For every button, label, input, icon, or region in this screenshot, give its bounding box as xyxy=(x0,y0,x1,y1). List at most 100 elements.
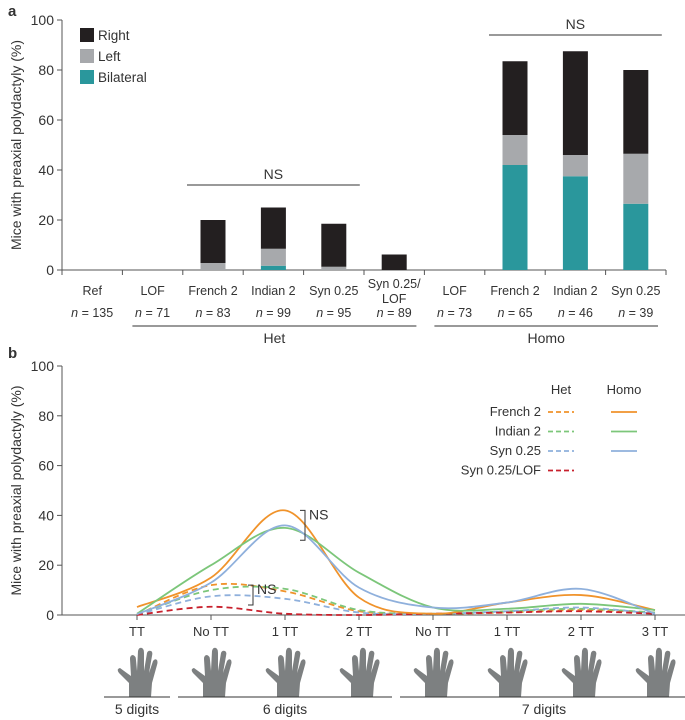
y-tick-label-b: 100 xyxy=(31,358,55,374)
n-label: n = 95 xyxy=(316,306,351,320)
x-tick-label-b: TT xyxy=(129,624,145,639)
legend-label: Right xyxy=(98,28,130,43)
bar-segment-right xyxy=(260,207,286,249)
n-value: = 95 xyxy=(323,306,351,320)
n-label: n = 39 xyxy=(618,306,653,320)
n-label: n = 99 xyxy=(256,306,291,320)
y-tick-label-b: 60 xyxy=(38,458,54,474)
hand-icon xyxy=(339,647,380,697)
bar-segment-bilateral xyxy=(502,165,528,270)
y-tick-label-b: 20 xyxy=(38,557,54,573)
bar-segment-left xyxy=(502,135,528,165)
n-label: n = 71 xyxy=(135,306,170,320)
category-label: Indian 2 xyxy=(553,284,598,298)
bar-segment-left xyxy=(321,266,347,270)
n-label: n = 83 xyxy=(195,306,230,320)
y-tick-label-b: 0 xyxy=(46,607,54,623)
n-value: = 39 xyxy=(625,306,653,320)
n-value: = 71 xyxy=(142,306,170,320)
category-label: Indian 2 xyxy=(251,284,296,298)
hand-shape xyxy=(191,647,232,697)
bar-segment-left xyxy=(260,248,286,266)
series-line-indian-2-homo xyxy=(136,526,656,615)
n-value: = 99 xyxy=(263,306,291,320)
n-symbol: n xyxy=(558,306,565,320)
significance-bracket xyxy=(300,509,306,541)
n-symbol: n xyxy=(135,306,142,320)
category-label-line: LOF xyxy=(382,292,407,306)
x-tick-label-b: 1 TT xyxy=(272,624,299,639)
n-label: n = 65 xyxy=(497,306,532,320)
y-tick-label-b: 80 xyxy=(38,408,54,424)
group-label: Het xyxy=(264,330,286,346)
n-value: = 73 xyxy=(444,306,472,320)
hand-icon xyxy=(191,647,232,697)
hand-shape xyxy=(561,647,602,697)
y-axis-label-a: Mice with preaxial polydactyly (%) xyxy=(8,40,24,250)
bar-segment-right xyxy=(200,220,226,263)
bar-segment-left xyxy=(200,263,226,270)
category-label-line: Syn 0.25/ xyxy=(368,277,421,291)
digit-group-label: 7 digits xyxy=(522,701,566,717)
series-line-french-2-homo xyxy=(136,509,656,615)
legend-swatch-right xyxy=(80,28,94,42)
y-tick-label-a: 60 xyxy=(38,112,54,128)
bar-segment-right xyxy=(381,254,407,270)
legend-swatch-left xyxy=(80,49,94,63)
category-label: French 2 xyxy=(490,284,539,298)
significance-label: NS xyxy=(257,581,276,597)
series-line-syn-0-25-homo xyxy=(136,524,656,616)
hand-shape xyxy=(117,647,158,697)
legend-row-label: French 2 xyxy=(490,404,541,419)
y-tick-label-a: 80 xyxy=(38,62,54,78)
series-line-indian-2-het xyxy=(136,585,656,616)
bar-segment-right xyxy=(502,61,528,135)
bar-segment-right xyxy=(321,223,347,267)
legend-row-label: Syn 0.25/LOF xyxy=(461,463,541,478)
series-line-syn-0-25-lof-het xyxy=(136,605,656,616)
panel-label-b: b xyxy=(8,345,17,362)
n-value: = 83 xyxy=(202,306,230,320)
panel-label-a: a xyxy=(8,3,17,20)
x-tick-label-b: 2 TT xyxy=(568,624,595,639)
bar-segment-left xyxy=(562,155,588,177)
bar-segment-bilateral xyxy=(623,203,649,270)
bar-segment-bilateral xyxy=(260,265,286,270)
y-tick-label-b: 40 xyxy=(38,507,54,523)
n-symbol: n xyxy=(437,306,444,320)
category-label: LOF xyxy=(442,284,467,298)
n-label: n = 89 xyxy=(377,306,412,320)
significance-label: NS xyxy=(566,16,585,32)
hand-icon xyxy=(635,647,676,697)
n-label: n = 46 xyxy=(558,306,593,320)
legend-row-label: Indian 2 xyxy=(495,424,541,439)
hand-shape xyxy=(265,647,306,697)
significance-label: NS xyxy=(309,506,328,522)
digit-group-label: 5 digits xyxy=(115,701,159,717)
legend-header-het: Het xyxy=(551,382,572,397)
n-symbol: n xyxy=(256,306,263,320)
y-tick-label-a: 40 xyxy=(38,162,54,178)
n-symbol: n xyxy=(195,306,202,320)
n-value: = 89 xyxy=(384,306,412,320)
hand-icon xyxy=(117,647,158,697)
category-label: Syn 0.25 xyxy=(611,284,660,298)
hand-icon xyxy=(487,647,528,697)
bar-segment-left xyxy=(623,153,649,204)
y-axis-label-b: Mice with preaxial polydactyly (%) xyxy=(8,385,24,595)
bar-segment-right xyxy=(623,70,649,154)
x-tick-label-b: No TT xyxy=(193,624,229,639)
n-symbol: n xyxy=(377,306,384,320)
hand-shape xyxy=(487,647,528,697)
hand-shape xyxy=(635,647,676,697)
category-label: Ref xyxy=(82,284,102,298)
series-line-syn-0-25-het xyxy=(136,594,656,616)
bar-segment-bilateral xyxy=(562,176,588,270)
x-tick-label-b: 2 TT xyxy=(346,624,373,639)
bar-segment-right xyxy=(562,51,588,155)
n-symbol: n xyxy=(316,306,323,320)
category-label: Syn 0.25/LOF xyxy=(368,277,421,306)
significance-bracket xyxy=(248,584,254,606)
hand-shape xyxy=(339,647,380,697)
